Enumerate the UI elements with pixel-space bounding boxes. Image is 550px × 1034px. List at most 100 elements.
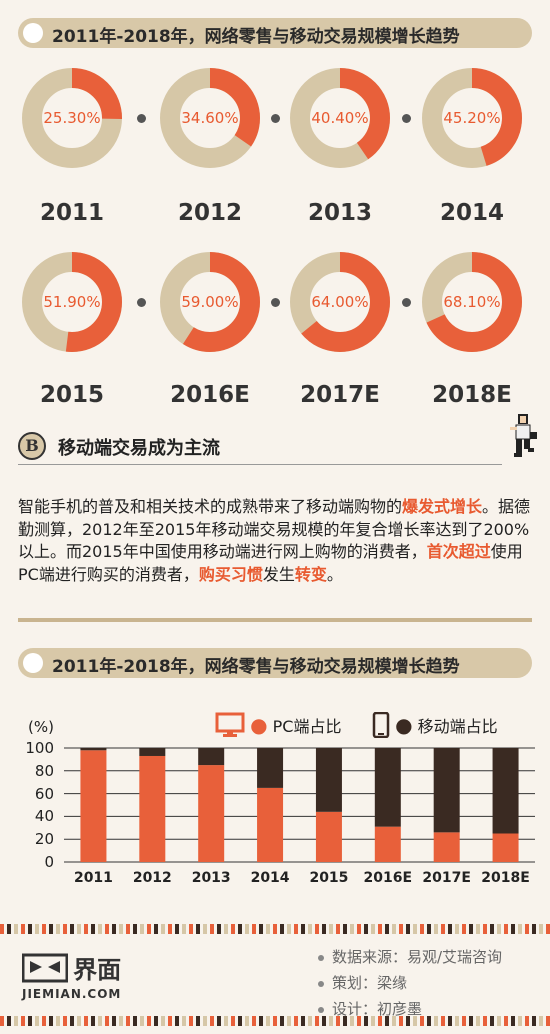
y-tick-label: 60 bbox=[34, 784, 54, 803]
body-text: 。据德勤测算，2012年至2015年移动端交易规模的年复合增长率达到了200%以… bbox=[18, 497, 531, 561]
divider-line bbox=[18, 618, 532, 622]
bar-mobile-2017E bbox=[433, 748, 460, 833]
bar-pc-2013 bbox=[198, 765, 225, 862]
y-tick-label: 100 bbox=[25, 739, 54, 757]
donut-2017E: 64.00% bbox=[290, 252, 390, 352]
legend-mobile: ● 移动端占比 bbox=[372, 711, 498, 740]
title-banner-top: 2011年-2018年，网络零售与移动交易规模增长趋势 bbox=[18, 18, 532, 48]
donut-2016E: 59.00% bbox=[160, 252, 260, 352]
separator-dot bbox=[402, 298, 411, 307]
section-b-badge: B bbox=[18, 432, 46, 460]
separator-dot bbox=[271, 114, 280, 123]
highlight-text: 爆发式增长 bbox=[402, 497, 483, 516]
y-tick-label: 20 bbox=[34, 830, 54, 849]
chart-banner-title: 2011年-2018年，网络零售与移动交易规模增长趋势 bbox=[52, 657, 460, 677]
donut-percent-label: 64.00% bbox=[311, 293, 369, 311]
body-text: 。 bbox=[326, 564, 343, 584]
credit-source: 数据来源：易观/艾瑞咨询 bbox=[318, 944, 502, 970]
legend-label-pc: PC端占比 bbox=[272, 717, 342, 736]
donut-2013: 40.40% bbox=[290, 68, 390, 168]
donut-year-label: 2014 bbox=[439, 200, 504, 226]
stacked-bar-chart bbox=[64, 747, 535, 863]
donut-year-label: 2018E bbox=[432, 382, 512, 408]
footer-stripe-top bbox=[0, 924, 550, 934]
body-text: 发生 bbox=[262, 564, 295, 584]
donut-year-label: 2013 bbox=[307, 200, 372, 226]
donut-2011: 25.30% bbox=[22, 68, 122, 168]
separator-dot bbox=[271, 298, 280, 307]
banner-dot bbox=[23, 23, 43, 43]
x-tick-label: 2017E bbox=[422, 870, 471, 886]
donut-mobile-share-arc bbox=[290, 68, 390, 168]
y-tick-label: 80 bbox=[34, 761, 54, 780]
banner-title: 2011年-2018年，网络零售与移动交易规模增长趋势 bbox=[52, 27, 460, 47]
legend-label-mobile: 移动端占比 bbox=[417, 717, 498, 736]
y-tick-label: 40 bbox=[34, 807, 54, 826]
logo-en: JIEMIAN.COM bbox=[22, 987, 122, 1001]
running-man-icon bbox=[510, 414, 537, 457]
separator-dot bbox=[137, 114, 146, 123]
section-b-title: 移动端交易成为主流 bbox=[58, 438, 220, 459]
donut-mobile-share-arc bbox=[422, 68, 522, 168]
title-banner-chart: 2011年-2018年，网络零售与移动交易规模增长趋势 bbox=[18, 648, 532, 678]
donut-2018E: 68.10% bbox=[422, 252, 522, 352]
section-b-paragraph: 智能手机的普及和相关技术的成熟带来了移动端购物的爆发式增长。据德勤测算，2012… bbox=[18, 496, 532, 586]
legend-pc: ● PC端占比 bbox=[215, 712, 341, 740]
donut-percent-label: 59.00% bbox=[181, 293, 239, 311]
y-tick-label: 0 bbox=[44, 853, 54, 871]
highlight-text: 转变 bbox=[294, 564, 327, 584]
bar-mobile-2011 bbox=[80, 748, 107, 751]
bar-pc-2015 bbox=[315, 811, 342, 862]
donut-percent-label: 25.30% bbox=[43, 109, 101, 127]
legend-dot-pc: ● bbox=[250, 713, 268, 737]
donut-2012: 34.60% bbox=[160, 68, 260, 168]
x-tick-label: 2016E bbox=[363, 870, 413, 886]
logo-mark-icon bbox=[21, 953, 69, 982]
bar-pc-2012 bbox=[139, 755, 166, 862]
monitor-icon bbox=[215, 712, 245, 737]
bar-pc-2017E bbox=[433, 832, 460, 862]
donut-mobile-share-arc bbox=[422, 252, 522, 352]
bar-mobile-2018E bbox=[492, 748, 519, 834]
bar-pc-2016E bbox=[374, 826, 401, 862]
credit-design: 设计：初彦墨 bbox=[318, 996, 502, 1022]
donut-percent-label: 40.40% bbox=[311, 109, 369, 127]
donut-mobile-share-arc bbox=[160, 68, 260, 168]
x-tick-label: 2013 bbox=[191, 870, 231, 886]
section-b-underline bbox=[18, 464, 502, 465]
donut-percent-label: 34.60% bbox=[181, 109, 239, 127]
bar-mobile-2012 bbox=[139, 748, 166, 756]
credit-planning: 策划：梁缘 bbox=[318, 970, 502, 996]
x-tick-label: 2014 bbox=[250, 870, 290, 886]
bar-mobile-2013 bbox=[198, 748, 225, 766]
phone-icon bbox=[372, 711, 390, 739]
donut-mobile-share-arc bbox=[160, 252, 260, 352]
x-tick-label: 2011 bbox=[73, 870, 113, 886]
donut-2014: 45.20% bbox=[422, 68, 522, 168]
highlight-text: 购买习惯 bbox=[198, 564, 263, 584]
bar-mobile-2016E bbox=[374, 748, 401, 827]
x-tick-label: 2012 bbox=[132, 870, 172, 886]
credits: 数据来源：易观/艾瑞咨询 策划：梁缘 设计：初彦墨 bbox=[318, 944, 502, 1022]
donut-percent-label: 68.10% bbox=[443, 293, 501, 311]
body-text: 使用PC端进行购买的消费者， bbox=[18, 542, 523, 584]
donut-mobile-share-arc bbox=[290, 252, 390, 352]
jiemian-logo: 界面 JIEMIAN.COM bbox=[21, 950, 122, 1001]
donut-year-label: 2015 bbox=[39, 382, 104, 408]
bar-pc-2014 bbox=[257, 787, 284, 862]
x-tick-label: 2018E bbox=[481, 870, 530, 886]
section-b-header: B 移动端交易成为主流 bbox=[18, 430, 532, 465]
body-text: 智能手机的普及和相关技术的成熟带来了移动端购物的 bbox=[18, 497, 403, 516]
donut-year-label: 2012 bbox=[177, 200, 242, 226]
donut-year-label: 2011 bbox=[39, 200, 104, 226]
donut-2015: 51.90% bbox=[22, 252, 122, 352]
donut-mobile-share-arc bbox=[22, 68, 122, 168]
donut-year-label: 2017E bbox=[300, 382, 380, 408]
donut-year-label: 2016E bbox=[170, 382, 250, 408]
donut-mobile-share-arc bbox=[22, 252, 122, 352]
highlight-text: 首次超过 bbox=[426, 542, 491, 561]
x-tick-label: 2015 bbox=[309, 870, 349, 886]
y-axis-label: (%) bbox=[28, 718, 54, 736]
bar-mobile-2014 bbox=[257, 748, 284, 788]
banner-dot bbox=[23, 653, 43, 673]
